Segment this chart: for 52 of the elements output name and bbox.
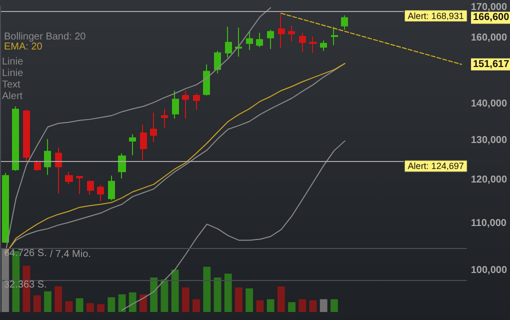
annotation: Text — [2, 80, 21, 90]
data-label: 151,617 — [473, 58, 510, 70]
candlestick — [267, 29, 274, 50]
text: Bollinger Band: 20 — [4, 32, 86, 42]
candlestick — [214, 50, 221, 74]
line-series — [122, 140, 346, 311]
candlestick — [172, 90, 179, 120]
y-tick-label: 110,000 — [470, 218, 507, 229]
candlestick — [65, 171, 73, 185]
candlestick — [278, 12, 285, 49]
annotation: Linie — [2, 56, 24, 68]
candlestick — [44, 138, 51, 176]
candlestick — [320, 40, 327, 52]
candlestick — [246, 31, 253, 50]
annotation: Linie — [2, 68, 24, 79]
candlestick — [235, 27, 242, 58]
candlestick — [118, 152, 126, 180]
candlestick — [309, 36, 317, 54]
candlestick — [140, 124, 147, 160]
candlestick — [34, 159, 41, 172]
y-tick-label: 160,000 — [470, 32, 508, 44]
candlestick — [2, 172, 9, 244]
text: 166,600 — [473, 12, 510, 24]
candlestick — [129, 134, 136, 156]
candlestick — [288, 25, 295, 42]
y-tick-label: 120,000 — [470, 174, 508, 186]
y-tick-label: 100,000 — [470, 264, 508, 276]
candlestick — [97, 184, 104, 202]
candlestick — [203, 64, 210, 96]
candlestick — [299, 32, 306, 52]
y2-axis-title: / 7,4 Mio. — [50, 248, 91, 260]
candlestick — [331, 26, 338, 46]
candlestick — [108, 175, 115, 201]
candlestick — [182, 90, 189, 120]
candlestick — [225, 26, 232, 58]
text: EMA: 20 — [4, 42, 43, 52]
y-tick-label: 140,000 — [470, 98, 508, 110]
annotation: Alert — [2, 91, 23, 102]
candlestick — [161, 108, 168, 129]
candlestick — [256, 32, 263, 48]
ref-line-label: Alert: 124,697 — [408, 161, 464, 172]
candlestick — [55, 146, 62, 194]
ref-line-label: Alert: 168,931 — [408, 10, 464, 21]
candlestick — [87, 180, 94, 196]
candlestick — [12, 106, 19, 172]
candlestick — [150, 112, 157, 143]
candlestick — [193, 92, 200, 110]
candlestick — [23, 109, 30, 162]
candlestick — [76, 176, 83, 194]
candlestick — [341, 14, 348, 30]
y-tick-label: 170,000 — [470, 2, 508, 14]
y-tick-label: 130,000 — [470, 135, 508, 146]
